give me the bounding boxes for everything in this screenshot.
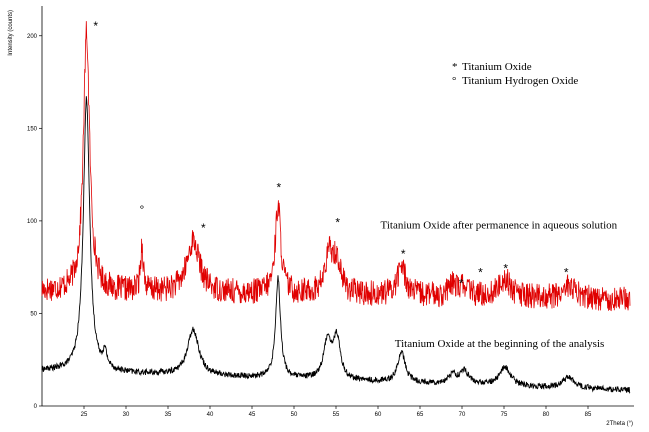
y-tick-label: 0 — [34, 404, 38, 410]
legend-symbol: ° — [452, 75, 456, 87]
series-annotation: Titanium Oxide after permanence in aqueo… — [381, 219, 618, 231]
series-line — [41, 96, 631, 394]
series-annotations: Titanium Oxide after permanence in aqueo… — [381, 219, 618, 349]
asterisk-marker: * — [478, 265, 483, 279]
asterisk-marker: * — [459, 277, 464, 291]
x-tick-label: 70 — [459, 412, 466, 418]
x-tick-label: 85 — [585, 412, 592, 418]
legend-label: Titanium Hydrogen Oxide — [462, 75, 578, 87]
x-tick-label: 35 — [165, 412, 172, 418]
y-tick-label: 100 — [27, 219, 38, 225]
peak-markers: * ° * * * * * * * * — [93, 19, 568, 290]
asterisk-marker: * — [201, 221, 206, 235]
asterisk-marker: * — [401, 247, 406, 261]
x-tick-label: 75 — [501, 412, 508, 418]
x-tick-label: 50 — [291, 412, 298, 418]
series-annotation: Titanium Oxide at the beginning of the a… — [395, 338, 604, 350]
axes: 25 30 35 40 45 50 55 60 65 70 75 80 85 050100150200 … — [8, 6, 634, 427]
series-line — [41, 21, 631, 312]
x-tick-label: 65 — [417, 412, 424, 418]
y-tick-label: 200 — [27, 34, 38, 40]
asterisk-marker: * — [93, 19, 98, 33]
asterisk-marker: * — [564, 265, 569, 279]
asterisk-marker: * — [335, 215, 340, 229]
x-tick-label: 55 — [333, 412, 340, 418]
x-tick-label: 80 — [543, 412, 550, 418]
x-tick-label: 40 — [207, 412, 214, 418]
y-tick-label: 50 — [30, 311, 37, 317]
x-ticks: 25 30 35 40 45 50 55 60 65 70 75 80 85 — [81, 406, 592, 418]
x-tick-label: 45 — [249, 412, 256, 418]
y-tick-label: 150 — [27, 126, 38, 132]
y-axis-title: Intensity (counts) — [8, 10, 14, 56]
asterisk-marker: * — [503, 262, 508, 276]
x-tick-label: 30 — [123, 412, 130, 418]
legend: * Titanium Oxide ° Titanium Hydrogen Oxi… — [452, 61, 578, 87]
legend-symbol: * — [452, 61, 458, 73]
asterisk-marker: * — [277, 180, 282, 194]
x-tick-label: 25 — [81, 412, 88, 418]
y-ticks: 0 50 100 150 200 — [27, 34, 42, 410]
x-axis-title: 2Theta (°) — [606, 421, 633, 427]
series-layer — [41, 21, 631, 394]
x-tick-label: 60 — [375, 412, 382, 418]
legend-label: Titanium Oxide — [462, 61, 532, 73]
circle-marker: ° — [140, 202, 145, 216]
